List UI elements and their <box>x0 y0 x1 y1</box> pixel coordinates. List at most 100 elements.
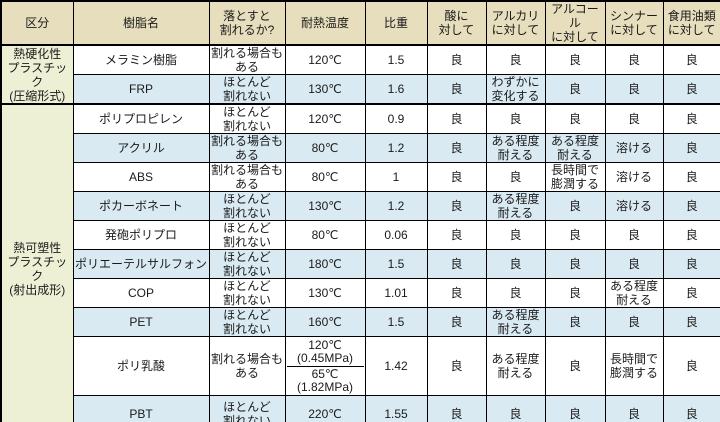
acid-cell: 良 <box>426 44 487 75</box>
oil-cell: 良 <box>662 220 720 250</box>
breaks-cell: 割れる場合も ある <box>208 336 286 396</box>
alcohol-cell: 良 <box>544 74 606 105</box>
heat-cell: 120℃ <box>284 44 366 75</box>
acid-cell: 良 <box>426 74 487 105</box>
column-header-acid: 酸に 対して <box>426 0 487 46</box>
gravity-cell: 1.5 <box>364 307 428 337</box>
thinner-cell: 良 <box>604 249 664 279</box>
alkali-cell: 良 <box>485 220 546 250</box>
alkali-cell: ある程度 耐える <box>485 336 546 396</box>
oil-cell: 良 <box>662 395 720 422</box>
thinner-cell: 良 <box>604 103 664 134</box>
alcohol-cell: 良 <box>544 336 606 396</box>
column-header-oil: 食用油類 に対して <box>662 0 720 46</box>
heat-cell: 160℃ <box>284 307 366 337</box>
table-row: ABS 割れる場合も ある 80℃ 1 良良長時間で 膨潤する 溶ける良 <box>1 162 720 192</box>
alkali-cell: 良 <box>485 395 546 422</box>
alkali-cell: 良 <box>485 44 546 75</box>
table-row: 発砲ポリプロ ほとんど 割れない 80℃ 0.06 良良良良良 <box>1 220 720 250</box>
oil-cell: 良 <box>662 74 720 105</box>
gravity-cell: 1.5 <box>364 44 428 75</box>
alcohol-cell: 良 <box>544 220 606 250</box>
gravity-cell: 1.01 <box>364 278 428 308</box>
thinner-cell: 良 <box>604 74 664 105</box>
acid-cell: 良 <box>426 336 487 396</box>
table-row: FRP ほとんど 割れない 130℃ 1.6 良わずかに 変化する良良良 <box>1 74 720 105</box>
alcohol-cell: 良 <box>544 249 606 279</box>
heat-cell: 120℃ <box>284 103 366 134</box>
oil-cell: 良 <box>662 336 720 396</box>
heat-cell: 80℃ <box>284 133 366 163</box>
oil-cell: 良 <box>662 249 720 279</box>
alkali-cell: 良 <box>485 249 546 279</box>
heat-cell: 120℃ (0.45MPa) 65℃ (1.82MPa) <box>284 336 366 396</box>
name-cell: ポカーボネート <box>72 191 210 221</box>
name-cell: FRP <box>72 74 210 105</box>
alkali-cell: ある程度 耐える <box>485 307 546 337</box>
acid-cell: 良 <box>426 133 487 163</box>
alkali-cell: 良 <box>485 162 546 192</box>
category-cell: 熱硬化性 プラスチック (圧縮形式) <box>0 44 74 105</box>
alkali-cell: わずかに 変化する <box>485 74 546 105</box>
alcohol-cell: 良 <box>544 103 606 134</box>
heat-subcell: 120℃ (0.45MPa) <box>296 337 354 365</box>
alcohol-cell: 良 <box>544 307 606 337</box>
breaks-cell: ほとんど 割れない <box>208 103 286 134</box>
thinner-cell: 溶ける <box>604 162 664 192</box>
acid-cell: 良 <box>426 162 487 192</box>
name-cell: 発砲ポリプロ <box>72 220 210 250</box>
alcohol-cell: 良 <box>544 395 606 422</box>
breaks-cell: 割れる場合も ある <box>208 133 286 163</box>
breaks-cell: ほとんど 割れない <box>208 220 286 250</box>
header-row: 区分 樹脂名 落とすと 割れるか? 耐熱温度 比重 酸に 対して アルカリ に対して アルコー… <box>0 0 720 46</box>
oil-cell: 良 <box>662 162 720 192</box>
acid-cell: 良 <box>426 220 487 250</box>
thinner-cell: 良 <box>604 395 664 422</box>
thinner-cell: ある程度 耐える <box>604 278 664 308</box>
oil-cell: 良 <box>662 103 720 134</box>
oil-cell: 良 <box>662 307 720 337</box>
gravity-cell: 1.2 <box>364 133 428 163</box>
heat-cell: 220℃ <box>284 395 366 422</box>
alkali-cell: 良 <box>485 103 546 134</box>
name-cell: COP <box>72 278 210 308</box>
column-header-breaks: 落とすと 割れるか? <box>208 0 286 46</box>
column-header-category: 区分 <box>0 0 74 46</box>
oil-cell: 良 <box>662 44 720 75</box>
alcohol-cell: ある程度 耐える <box>544 133 606 163</box>
breaks-cell: 割れる場合も ある <box>208 162 286 192</box>
name-cell: ポリエーテルサルフォン <box>72 249 210 279</box>
breaks-cell: ほとんど 割れない <box>208 249 286 279</box>
table-row: ポカーボネート ほとんど 割れない 130℃ 1.2 良ある程度 耐える良溶ける良 <box>1 191 720 221</box>
name-cell: アクリル <box>72 133 210 163</box>
alcohol-cell: 長時間で 膨潤する <box>544 162 606 192</box>
name-cell: ABS <box>72 162 210 192</box>
table-row: 熱硬化性 プラスチック (圧縮形式) メラミン樹脂 割れる場合も ある 120℃ 1.5… <box>0 44 720 105</box>
table-row: アクリル 割れる場合も ある 80℃ 1.2 良ある程度 耐える ある程度 耐える 溶ける良 <box>1 133 720 163</box>
gravity-cell: 1.42 <box>364 336 428 396</box>
thinner-cell: 良 <box>604 44 664 75</box>
name-cell: PET <box>72 307 210 337</box>
heat-cell: 80℃ <box>284 162 366 192</box>
name-cell: ポリ乳酸 <box>72 336 210 396</box>
column-header-name: 樹脂名 <box>72 0 210 46</box>
name-cell: ポリプロピレン <box>72 103 210 134</box>
breaks-cell: ほとんど 割れない <box>208 191 286 221</box>
column-header-alcohol: アルコール に対して <box>544 0 606 46</box>
breaks-cell: ほとんど 割れない <box>208 395 286 422</box>
heat-cell: 180℃ <box>284 249 366 279</box>
table-row: 熱可塑性 プラスチック (射出成形) ポリプロピレン ほとんど 割れない 120℃ 0.… <box>0 103 720 422</box>
column-header-thinner: シンナー に対して <box>604 0 664 46</box>
heat-cell: 130℃ <box>284 74 366 105</box>
acid-cell: 良 <box>426 395 487 422</box>
oil-cell: 良 <box>662 191 720 221</box>
alcohol-cell: 良 <box>544 278 606 308</box>
breaks-cell: ほとんど 割れない <box>208 74 286 105</box>
thinner-cell: 良 <box>604 307 664 337</box>
alkali-cell: 良 <box>485 278 546 308</box>
alkali-cell: ある程度 耐える <box>485 133 546 163</box>
column-header-gravity: 比重 <box>364 0 428 46</box>
table-row: COP ほとんど 割れない 130℃ 1.01 良良良ある程度 耐える良 <box>1 278 720 308</box>
